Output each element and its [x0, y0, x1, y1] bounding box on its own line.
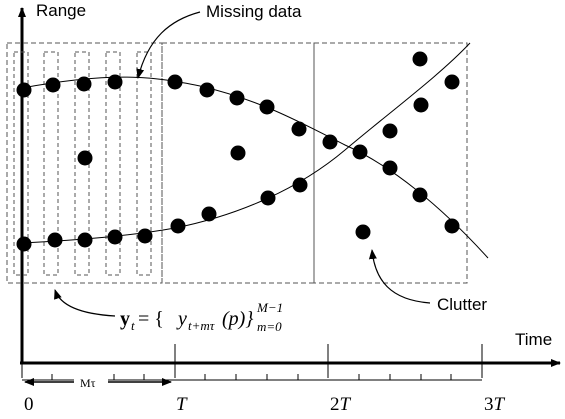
track-point [16, 236, 32, 252]
track-point [292, 177, 308, 193]
track-point [382, 160, 398, 176]
track-points-descending [16, 74, 460, 234]
clutter-point [412, 51, 428, 67]
track-point [229, 90, 245, 106]
clutter-label: Clutter [437, 295, 487, 314]
track-point [444, 74, 460, 90]
clutter-point [355, 224, 371, 240]
clutter-point [77, 150, 93, 166]
tick-label-2t: 2T [330, 394, 352, 415]
track-point [170, 218, 186, 234]
window-boxes [6, 42, 468, 284]
track-point [322, 134, 338, 150]
track-point [199, 82, 215, 98]
formula-sub-t: t [131, 318, 135, 333]
missing-data-label: Missing data [206, 2, 302, 21]
track-point [45, 77, 61, 93]
clutter-point [230, 145, 246, 161]
formula: y t = { y t+mτ (p)} M−1 m=0 [120, 300, 283, 334]
track-point [201, 206, 217, 222]
formula-eq: = { [138, 308, 164, 330]
minor-ticks [51, 374, 452, 380]
track-point [444, 218, 460, 234]
formula-arrow [54, 289, 116, 317]
formula-y2: y [176, 308, 187, 330]
sub-windows [13, 51, 152, 276]
track-point [382, 123, 398, 139]
clutter-arrow [368, 249, 431, 304]
track-point [137, 228, 153, 244]
track-point [412, 187, 428, 203]
window-box-3 [313, 42, 468, 284]
x-axis-label: Time [515, 330, 552, 349]
track-point [352, 144, 368, 160]
track-point [259, 99, 275, 115]
tick-label-0: 0 [24, 394, 34, 415]
missing-data-arrow [136, 11, 201, 79]
formula-y: y [120, 308, 130, 330]
window-box-2 [161, 42, 315, 284]
formula-sub-bottom: m=0 [257, 319, 282, 334]
m-tau-label: Mτ [80, 376, 96, 390]
track-point [77, 232, 93, 248]
track-point [107, 229, 123, 245]
formula-p: (p)} [222, 308, 253, 330]
track-point [260, 190, 276, 206]
track-points-ascending [16, 74, 460, 252]
y-axis-label: Range [36, 1, 86, 20]
track-point [76, 76, 92, 92]
formula-sup: M−1 [256, 300, 283, 315]
clutter-points [77, 51, 428, 240]
tick-label-t: T [176, 394, 188, 415]
formula-sub-idx: t+mτ [188, 318, 216, 333]
track-point [413, 97, 429, 113]
tick-label-3t: 3T [484, 394, 506, 415]
track-point [291, 121, 307, 137]
track-point [47, 232, 63, 248]
track-point [16, 82, 32, 98]
track-point [167, 74, 183, 90]
track-point [107, 74, 123, 90]
